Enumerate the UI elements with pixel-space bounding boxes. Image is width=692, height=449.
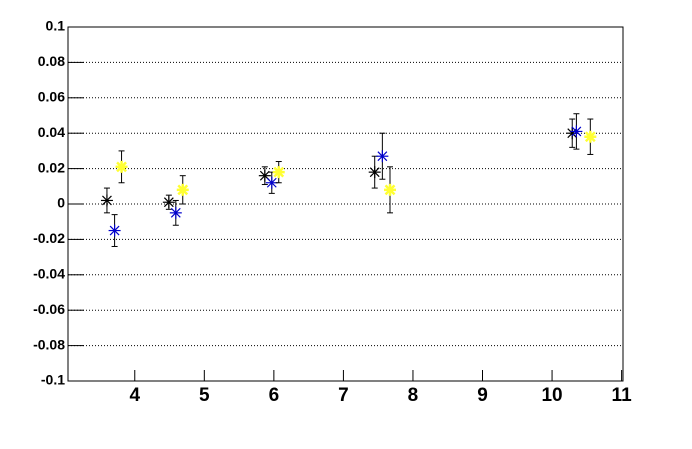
data-point — [584, 130, 597, 143]
y-tick-label: -0.02 — [33, 230, 65, 246]
plot-frame — [67, 26, 624, 382]
data-point — [100, 194, 113, 207]
marker-stroke — [273, 166, 285, 178]
x-tick-label: 11 — [612, 385, 633, 406]
data-point — [384, 183, 397, 196]
data-point — [169, 206, 182, 219]
marker-stroke — [266, 177, 277, 188]
marker-stroke — [571, 126, 582, 137]
y-tick-label: -0.04 — [33, 266, 65, 282]
marker-stroke — [170, 207, 181, 218]
marker-stroke — [259, 170, 270, 181]
x-tick-label: 8 — [408, 385, 419, 406]
marker-stroke — [584, 131, 596, 143]
marker-stroke — [102, 195, 112, 206]
data-point — [570, 125, 583, 138]
data-point — [115, 160, 128, 173]
data-point — [368, 166, 381, 179]
x-tick-label: 9 — [477, 385, 488, 406]
marker-stroke — [116, 161, 127, 173]
x-tick-label: 4 — [129, 385, 140, 406]
y-tick-label: -0.06 — [33, 301, 65, 317]
x-tick-label: 5 — [199, 385, 210, 406]
data-point — [272, 166, 285, 179]
y-tick-label: -0.1 — [41, 372, 65, 388]
marker-stroke — [377, 151, 388, 162]
y-tick-label: 0.08 — [38, 53, 65, 69]
marker-stroke — [177, 184, 189, 196]
x-tick-label: 6 — [269, 385, 280, 406]
marker-stroke — [384, 184, 396, 196]
y-tick-label: 0.1 — [46, 18, 66, 34]
marker-stroke — [369, 167, 380, 178]
data-point — [108, 224, 121, 237]
data-point — [176, 183, 189, 196]
data-point — [162, 196, 175, 209]
marker-stroke — [163, 197, 174, 208]
x-tick-label: 10 — [541, 385, 562, 406]
marker-stroke — [109, 225, 120, 236]
data-point — [376, 150, 389, 163]
y-tick-label: -0.08 — [33, 336, 65, 352]
y-tick-label: 0 — [57, 195, 65, 211]
x-tick-label: 7 — [338, 385, 349, 406]
y-tick-label: 0.06 — [38, 89, 65, 105]
y-tick-label: 0.02 — [38, 159, 65, 175]
y-tick-label: 0.04 — [38, 124, 65, 140]
